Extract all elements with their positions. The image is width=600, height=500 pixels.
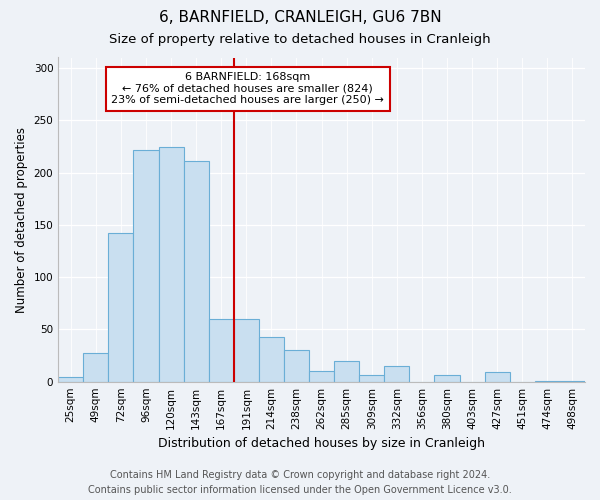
Text: Contains HM Land Registry data © Crown copyright and database right 2024.
Contai: Contains HM Land Registry data © Crown c… (88, 470, 512, 495)
X-axis label: Distribution of detached houses by size in Cranleigh: Distribution of detached houses by size … (158, 437, 485, 450)
Bar (109, 233, 133, 382)
Bar (184, 161, 209, 382)
Bar (234, 319, 259, 382)
Bar (209, 319, 234, 382)
Bar (485, 372, 510, 382)
Bar (309, 371, 334, 382)
Y-axis label: Number of detached properties: Number of detached properties (15, 126, 28, 312)
Bar (259, 336, 284, 382)
Text: Size of property relative to detached houses in Cranleigh: Size of property relative to detached ho… (109, 32, 491, 46)
Text: 6 BARNFIELD: 168sqm
← 76% of detached houses are smaller (824)
23% of semi-detac: 6 BARNFIELD: 168sqm ← 76% of detached ho… (112, 72, 384, 106)
Bar (284, 350, 309, 382)
Bar (434, 376, 460, 382)
Bar (560, 380, 585, 382)
Text: 6, BARNFIELD, CRANLEIGH, GU6 7BN: 6, BARNFIELD, CRANLEIGH, GU6 7BN (158, 10, 442, 25)
Bar (158, 148, 184, 382)
Bar (535, 380, 560, 382)
Bar (359, 376, 385, 382)
Bar (385, 366, 409, 382)
Bar (83, 354, 109, 382)
Bar (133, 150, 158, 382)
Bar (334, 361, 359, 382)
Bar (58, 378, 83, 382)
